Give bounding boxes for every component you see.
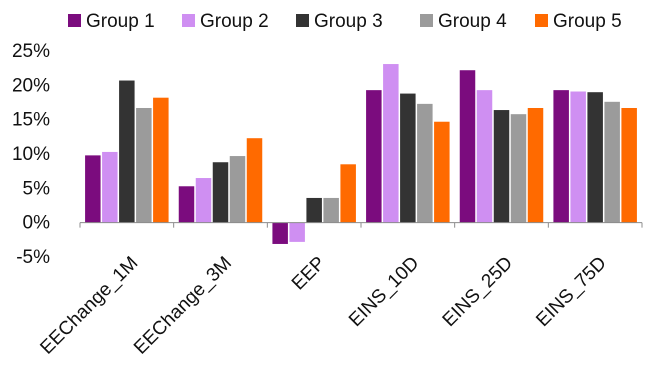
y-tick-label: 10% <box>12 144 50 165</box>
x-tick-label: EEP <box>288 253 330 295</box>
legend-swatch <box>182 14 195 27</box>
bar <box>434 121 450 223</box>
legend-label: Group 2 <box>200 11 269 32</box>
x-tick-label: EINS_75D <box>532 253 610 331</box>
bar <box>553 90 569 223</box>
bar <box>587 92 603 223</box>
bar <box>570 91 586 223</box>
bar <box>400 93 416 223</box>
bar <box>153 97 169 223</box>
y-tick-label: 20% <box>12 75 50 96</box>
bar <box>621 107 637 223</box>
legend-label: Group 1 <box>86 11 155 32</box>
bar <box>85 155 101 223</box>
y-tick-label: 5% <box>23 178 51 199</box>
y-tick-label: -5% <box>16 247 50 268</box>
bar <box>510 114 527 223</box>
y-tick-label: 15% <box>12 110 50 131</box>
legend-label: Group 4 <box>438 11 507 32</box>
bar <box>102 151 118 223</box>
x-tick-label: EEChange_1M <box>36 253 142 359</box>
bar <box>527 107 544 223</box>
bar <box>246 138 263 223</box>
bar <box>493 110 510 223</box>
legend-swatch <box>296 14 309 27</box>
legend: Group 1 Group 2 Group 3 Group 4 Group 5 <box>68 11 622 32</box>
x-tick-label: EINS_25D <box>439 253 517 331</box>
bar <box>383 64 399 223</box>
bar <box>476 90 493 223</box>
legend-label: Group 5 <box>553 11 622 32</box>
y-axis: -5% 0% 5% 10% 15% 20% 25% <box>12 41 50 268</box>
y-tick-label: 0% <box>23 213 51 234</box>
bar <box>459 70 476 223</box>
bars <box>85 64 637 244</box>
bar <box>323 197 339 223</box>
bar <box>340 164 356 223</box>
bar <box>119 80 135 223</box>
legend-swatch <box>535 14 548 27</box>
bar <box>229 156 246 223</box>
bar <box>195 178 212 223</box>
bar <box>289 222 305 242</box>
x-tick-label: EEChange_3M <box>130 253 236 359</box>
bar <box>136 107 152 223</box>
legend-label: Group 3 <box>314 11 383 32</box>
bar <box>272 222 288 244</box>
legend-swatch <box>420 14 433 27</box>
bar <box>306 197 322 223</box>
bar <box>212 162 229 223</box>
bar <box>178 186 195 223</box>
legend-swatch <box>68 14 81 27</box>
y-tick-label: 25% <box>12 41 50 62</box>
x-tick-label: EINS_10D <box>345 253 423 331</box>
bar <box>366 90 382 223</box>
bar <box>417 103 433 223</box>
bar <box>604 101 620 223</box>
